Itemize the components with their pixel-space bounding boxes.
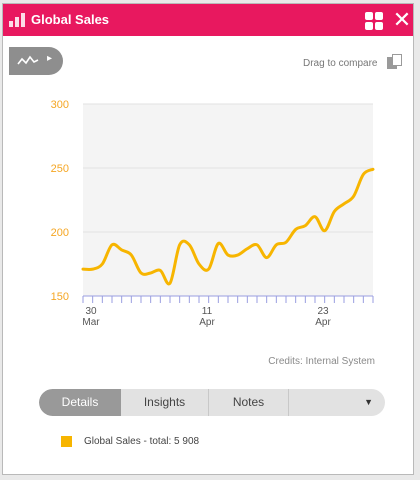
close-icon[interactable]: ✕ bbox=[392, 7, 412, 32]
tab-insights[interactable]: Insights bbox=[121, 389, 209, 416]
plot-area bbox=[83, 104, 373, 296]
x-tick-label: Apr bbox=[315, 317, 331, 328]
widget-window: Global Sales ✕ ▸ Drag to compare 150 200 2… bbox=[2, 3, 414, 475]
y-tick-label: 250 bbox=[51, 163, 69, 175]
x-axis bbox=[82, 295, 374, 303]
compare-icon[interactable] bbox=[387, 54, 403, 70]
x-tick-label: Mar bbox=[82, 317, 100, 328]
x-tick-label: 23 bbox=[317, 306, 329, 317]
legend-swatch bbox=[61, 436, 72, 447]
legend-label: Global Sales - total: 5 908 bbox=[84, 436, 200, 447]
y-tick-label: 200 bbox=[51, 227, 69, 239]
sparkline-icon bbox=[17, 55, 39, 65]
series-line bbox=[81, 167, 375, 286]
drag-to-compare-label: Drag to compare bbox=[303, 58, 378, 69]
chart-credits: Credits: Internal System bbox=[268, 356, 375, 367]
chevron-down-icon: ▼ bbox=[364, 397, 373, 407]
bar-logo-icon bbox=[9, 13, 29, 27]
widget-title: Global Sales bbox=[31, 12, 110, 27]
y-axis-labels: 150 200 250 300 bbox=[51, 99, 69, 303]
tab-bar: Details Insights Notes ▼ bbox=[39, 389, 385, 416]
tab-more-dropdown[interactable]: ▼ bbox=[289, 389, 385, 416]
chart-type-button[interactable]: ▸ bbox=[9, 47, 63, 75]
caret-right-icon: ▸ bbox=[47, 53, 53, 64]
tab-details[interactable]: Details bbox=[39, 389, 121, 416]
y-tick-label: 300 bbox=[51, 99, 69, 111]
tab-notes[interactable]: Notes bbox=[209, 389, 289, 416]
x-tick-label: Apr bbox=[199, 317, 215, 328]
title-bar: Global Sales ✕ bbox=[3, 4, 413, 36]
grid-icon[interactable] bbox=[365, 12, 383, 30]
legend-item[interactable]: Global Sales - total: 5 908 bbox=[61, 436, 199, 447]
x-tick-label: 30 bbox=[85, 306, 97, 317]
x-tick-label: 11 bbox=[202, 306, 213, 317]
y-tick-label: 150 bbox=[51, 291, 69, 303]
